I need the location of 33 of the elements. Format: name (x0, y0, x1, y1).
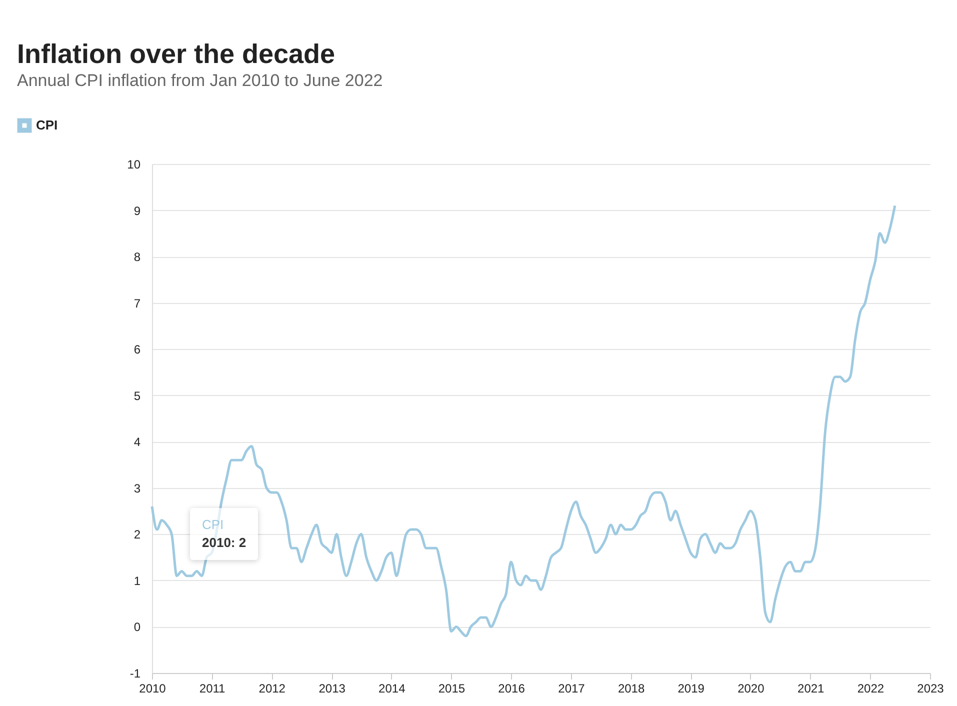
y-tick-label: 8 (134, 250, 141, 264)
y-tick-label: 5 (134, 388, 141, 403)
x-tick-label: 2020 (738, 682, 765, 696)
chart-subtitle: Annual CPI inflation from Jan 2010 to June 2022 (17, 71, 383, 90)
x-tick-label: 2022 (857, 682, 884, 696)
y-tick-label: 2 (134, 528, 141, 542)
x-tick-label: 2019 (678, 682, 705, 696)
y-tick-label: 4 (134, 435, 141, 450)
y-tick-label: 10 (127, 158, 141, 172)
annotation: 2010: 2 (202, 534, 246, 552)
x-tick-label: 2013 (318, 682, 346, 696)
y-tick-label: 0 (134, 620, 141, 634)
y-tick-label: -1 (130, 666, 141, 680)
tooltip: CPI 2010: 2 (190, 508, 258, 560)
y-tick-label: 1 (134, 574, 141, 588)
legend-label: CPI (36, 118, 58, 132)
x-tick-label: 2014 (378, 682, 406, 696)
annotation: CPI (202, 516, 225, 534)
x-tick-label: 2015 (438, 682, 466, 696)
chart-title: Inflation over the decade (17, 39, 336, 69)
x-tick-label: 2018 (618, 682, 645, 696)
y-tick-label: 9 (134, 204, 141, 218)
y-tick-label: 7 (134, 296, 141, 310)
x-tick-label: 2021 (798, 682, 825, 696)
x-tick-label: 2017 (558, 682, 586, 696)
x-tick-label: 2012 (258, 682, 286, 696)
x-tick-label: 2016 (498, 682, 526, 696)
x-tick-label: 2023 (917, 682, 944, 696)
y-tick-label: 3 (134, 481, 141, 496)
x-tick-label: 2010 (139, 682, 166, 696)
x-tick-label: 2011 (199, 682, 226, 696)
y-tick-label: 6 (134, 342, 141, 357)
line-series (150, 204, 896, 638)
